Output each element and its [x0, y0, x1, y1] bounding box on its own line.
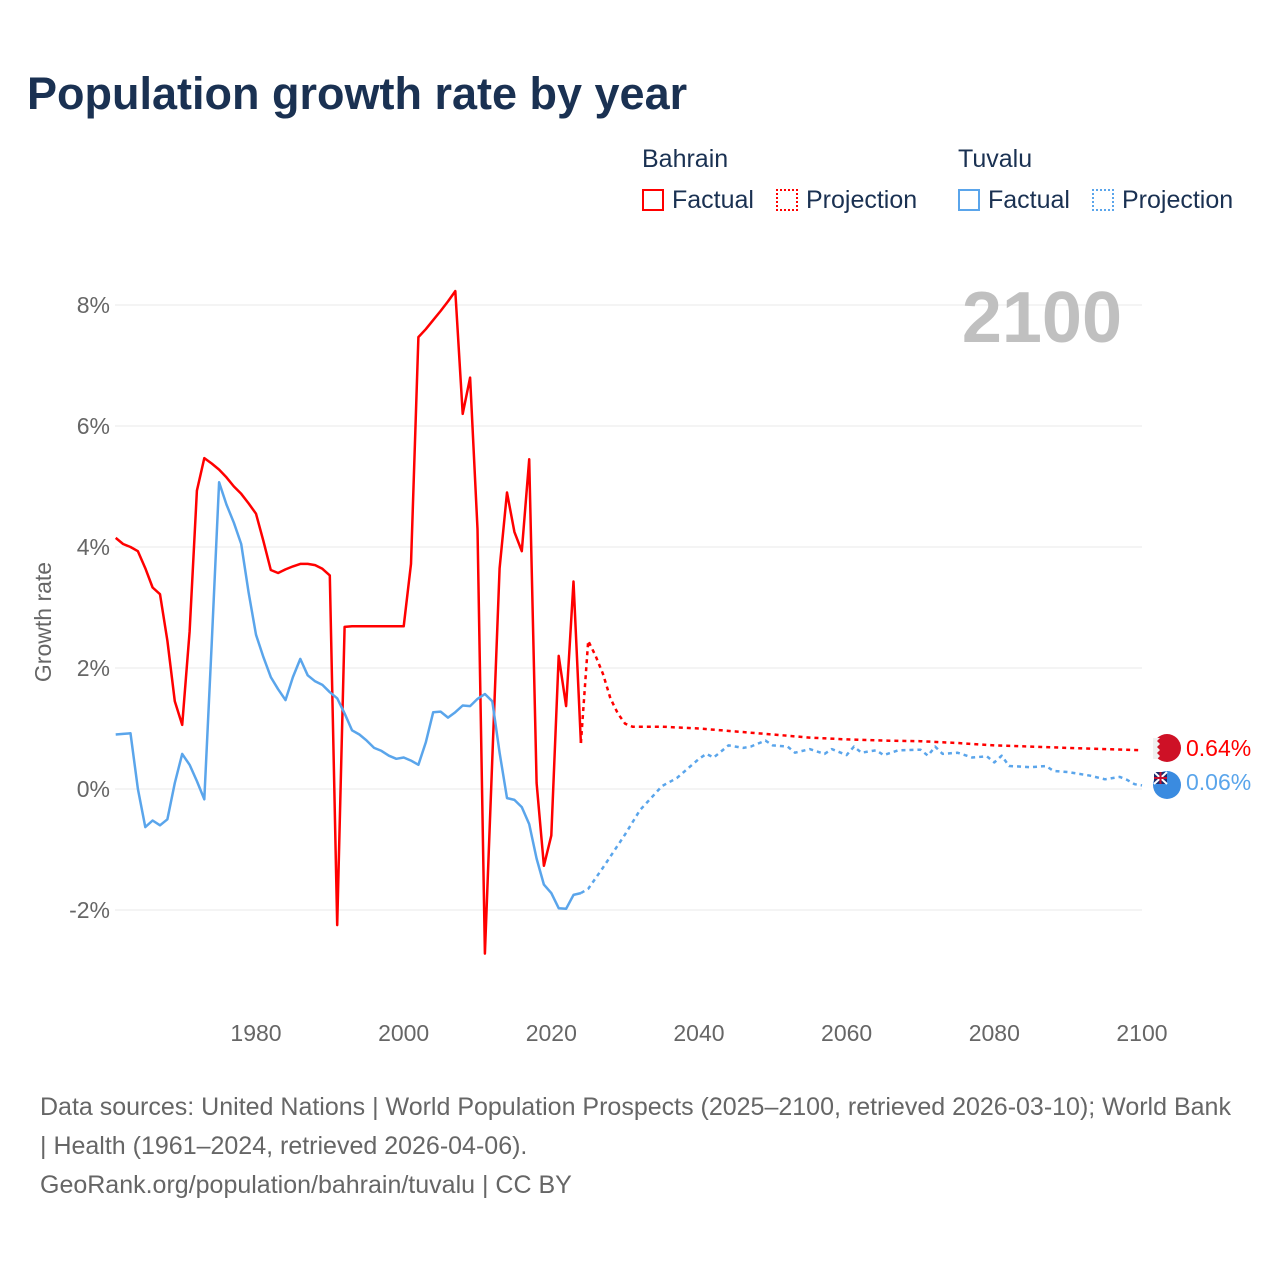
- legend-label: Projection: [1122, 186, 1234, 214]
- legend-group-bahrain: Bahrain: [642, 145, 729, 173]
- y-tick-label: 4%: [77, 534, 110, 560]
- bahrain-end-label: 0.64%: [1186, 735, 1251, 761]
- y-tick-label: 2%: [77, 655, 110, 681]
- x-tick-label: 2020: [526, 1020, 577, 1046]
- y-axis-label: Growth rate: [30, 562, 56, 682]
- x-tick-label: 2060: [821, 1020, 872, 1046]
- y-tick-label: 8%: [77, 292, 110, 318]
- data-sources: Data sources: United Nations | World Pop…: [40, 1093, 1231, 1160]
- tuvalu-end-label: 0.06%: [1186, 769, 1251, 795]
- legend-tuvalu-factual[interactable]: Factual: [958, 186, 1070, 215]
- x-tick-label: 2100: [1116, 1020, 1167, 1046]
- x-tick-label: 1980: [230, 1020, 281, 1046]
- legend-bahrain-projection[interactable]: Projection: [776, 186, 917, 215]
- legend-swatch-solid-icon: [642, 189, 664, 211]
- credit-link[interactable]: GeoRank.org/population/bahrain/tuvalu | …: [40, 1171, 572, 1199]
- x-tick-label: 2080: [969, 1020, 1020, 1046]
- legend-tuvalu-projection[interactable]: Projection: [1092, 186, 1233, 215]
- x-tick-label: 2000: [378, 1020, 429, 1046]
- year-watermark: 2100: [962, 278, 1122, 358]
- y-tick-label: 6%: [77, 413, 110, 439]
- tuvalu-flag-icon: [1153, 771, 1181, 799]
- legend-swatch-dotted-icon: [776, 189, 798, 211]
- y-tick-label: -2%: [69, 897, 110, 923]
- bahrain-projection-line: [579, 639, 1143, 752]
- tuvalu-projection-line: [580, 739, 1143, 895]
- x-tick-label: 2040: [673, 1020, 724, 1046]
- legend-label: Projection: [806, 186, 918, 214]
- chart-title: Population growth rate by year: [27, 68, 688, 119]
- legend-swatch-dotted-icon: [1092, 189, 1114, 211]
- tuvalu-factual-line: [115, 481, 582, 911]
- legend-label: Factual: [988, 186, 1070, 214]
- legend-bahrain-factual[interactable]: Factual: [642, 186, 754, 215]
- bahrain-factual-line: [114, 289, 583, 955]
- footer: Data sources: United Nations | World Pop…: [40, 1088, 1240, 1205]
- y-tick-label: 0%: [77, 776, 110, 802]
- legend-group-tuvalu: Tuvalu: [958, 145, 1033, 173]
- bahrain-flag-icon: [1153, 734, 1181, 762]
- legend-swatch-solid-icon: [958, 189, 980, 211]
- legend-label: Factual: [672, 186, 754, 214]
- plot-area: -2% 0% 2% 4% 6% 8% 1980 2000 2020 2040 2060 2080 210…: [30, 278, 1251, 1046]
